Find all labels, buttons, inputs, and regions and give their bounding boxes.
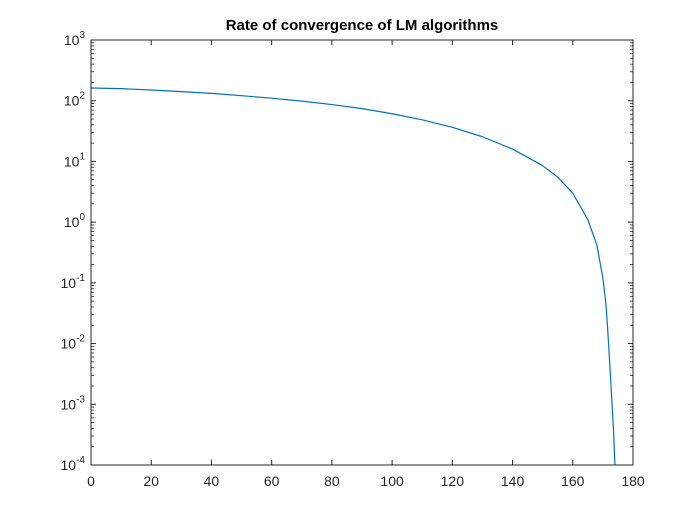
y-tick-label: 103 (64, 30, 86, 48)
plot-area (90, 87, 616, 466)
axis-ticks: 0 20 40 60 80 100 120 140 160 180 10-4 10-3 10-2 10-1… (61, 30, 645, 489)
y-tick-label: 102 (64, 91, 86, 109)
x-tick-label: 100 (380, 473, 404, 489)
x-tick-label: 80 (324, 473, 340, 489)
x-tick-label: 60 (264, 473, 280, 489)
y-tick-label: 10-3 (61, 394, 86, 412)
series-line-1 (90, 87, 616, 466)
y-tick-label: 10-2 (61, 334, 86, 352)
axes-box (90, 39, 634, 466)
y-tick-label: 100 (64, 212, 86, 230)
x-tick-label: 140 (501, 473, 525, 489)
x-tick-label: 40 (204, 473, 220, 489)
y-tick-label: 101 (64, 151, 86, 169)
x-tick-label: 180 (621, 473, 645, 489)
x-tick-label: 20 (143, 473, 159, 489)
y-tick-label: 10-1 (61, 273, 86, 291)
x-tick-label: 120 (441, 473, 465, 489)
x-tick-label: 0 (87, 473, 95, 489)
x-tick-label: 160 (561, 473, 585, 489)
y-tick-label: 10-4 (61, 455, 86, 473)
chart-title: Rate of convergence of LM algorithms (226, 17, 499, 34)
